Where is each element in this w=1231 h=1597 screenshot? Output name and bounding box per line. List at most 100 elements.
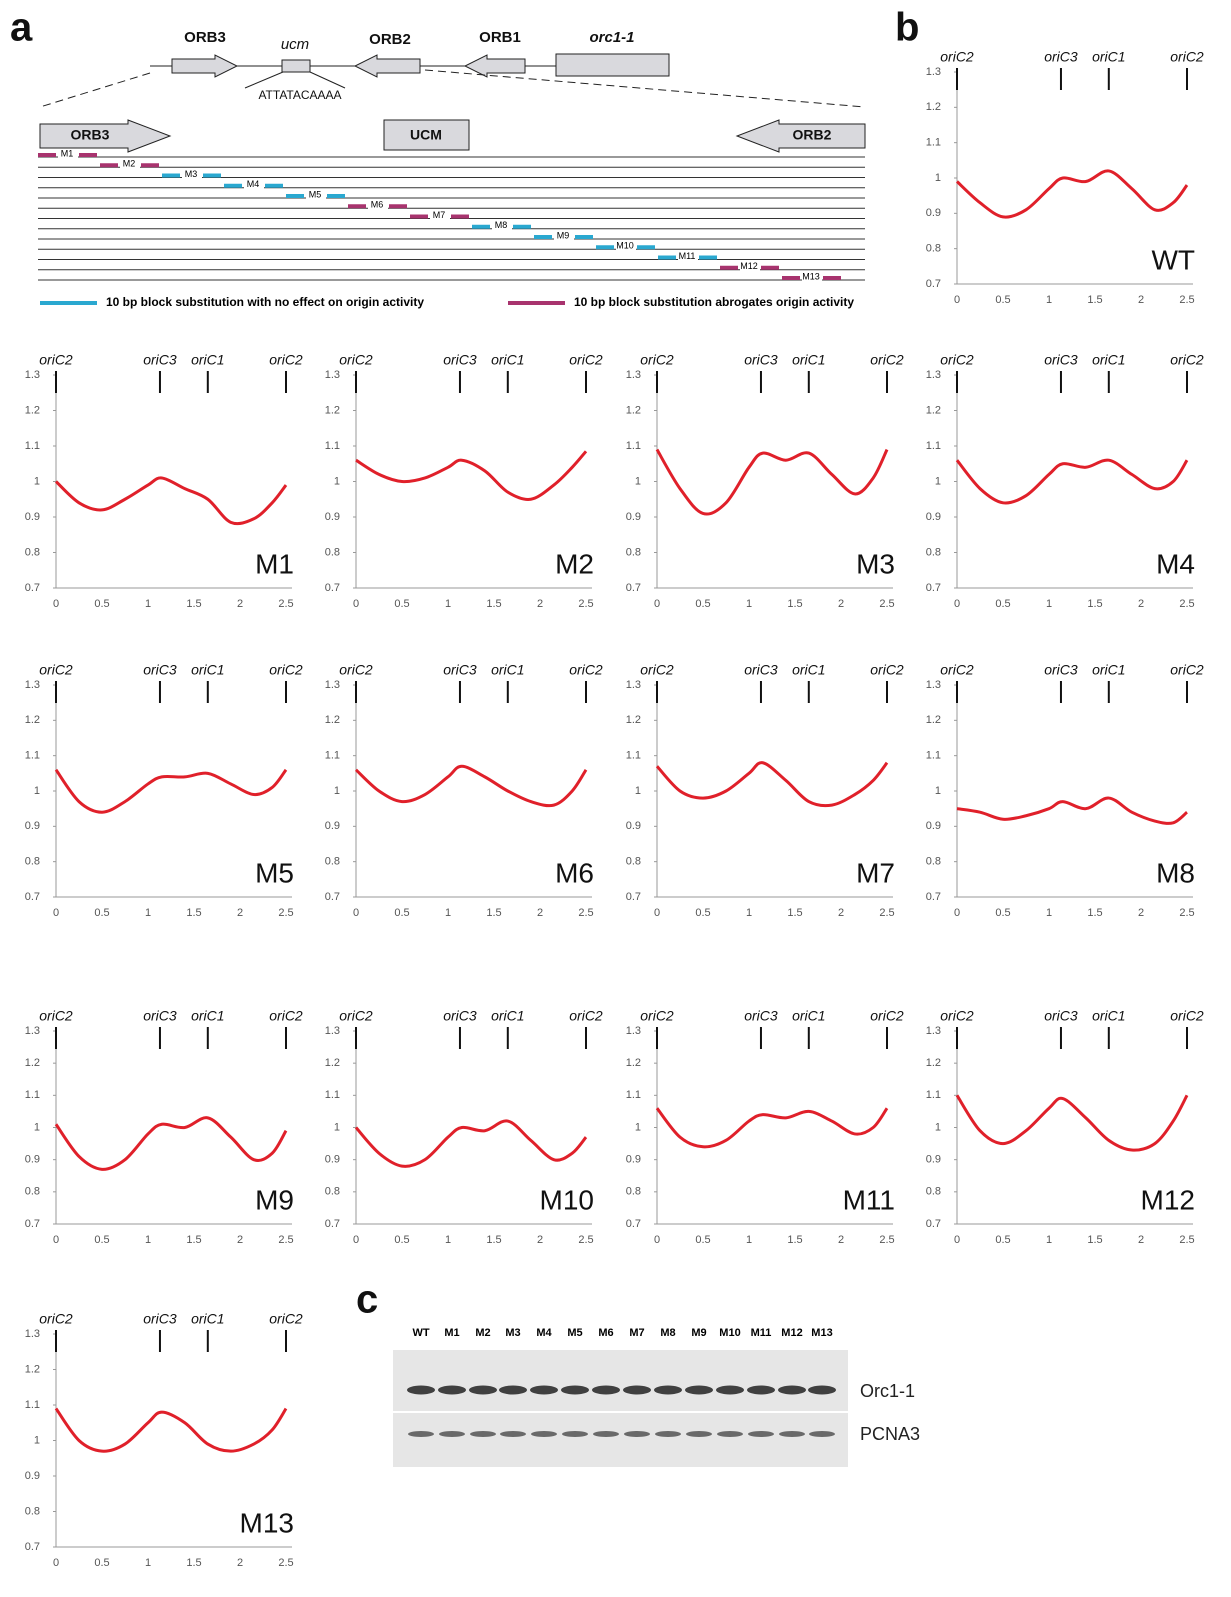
origin-label: oriC2 xyxy=(39,1008,73,1024)
lane-label: M9 xyxy=(691,1327,706,1339)
origin-label: oriC1 xyxy=(191,1311,224,1327)
y-tick-label: 1.3 xyxy=(325,1025,340,1037)
block xyxy=(823,276,841,280)
x-tick-label: 2 xyxy=(237,1234,243,1246)
block-label: M6 xyxy=(371,200,384,210)
x-tick-label: 2 xyxy=(237,907,243,919)
x-tick-label: 1 xyxy=(746,907,752,919)
y-tick-label: 0.9 xyxy=(626,511,641,523)
band xyxy=(717,1431,743,1437)
trend-line xyxy=(56,1118,286,1170)
origin-label: oriC2 xyxy=(1170,352,1204,368)
origin-label: oriC2 xyxy=(640,662,674,678)
band xyxy=(624,1431,650,1437)
y-tick-label: 0.8 xyxy=(626,1186,641,1198)
chart-title: M3 xyxy=(856,548,895,579)
block-label: M11 xyxy=(679,251,696,261)
y-tick-label: 1.1 xyxy=(25,1089,40,1101)
band xyxy=(438,1386,466,1395)
motif: ATTATACAAAA xyxy=(258,88,341,102)
block xyxy=(38,153,56,157)
y-tick-label: 1 xyxy=(635,785,641,797)
connector xyxy=(310,72,345,88)
y-tick-label: 1.3 xyxy=(626,1025,641,1037)
y-tick-label: 1.1 xyxy=(25,440,40,452)
y-tick-label: 0.9 xyxy=(926,820,941,832)
origin-label: oriC2 xyxy=(339,352,373,368)
x-tick-label: 0.5 xyxy=(94,1557,109,1569)
block-label: M12 xyxy=(740,261,758,271)
block-label: M10 xyxy=(616,241,634,251)
block xyxy=(162,174,180,178)
panel-label: b xyxy=(895,6,919,50)
legend-label: 10 bp block substitution abrogates origi… xyxy=(574,295,854,309)
x-tick-label: 1 xyxy=(145,598,151,610)
chart-title: M8 xyxy=(1156,857,1195,888)
block xyxy=(265,184,283,188)
y-tick-label: 1.1 xyxy=(926,440,941,452)
block xyxy=(513,225,531,229)
y-tick-label: 0.9 xyxy=(325,820,340,832)
y-tick-label: 0.8 xyxy=(25,546,40,558)
x-tick-label: 2.5 xyxy=(278,907,293,919)
y-tick-label: 1.1 xyxy=(325,1089,340,1101)
origin-label: oriC3 xyxy=(744,1008,778,1024)
y-tick-label: 0.8 xyxy=(926,546,941,558)
x-tick-label: 1 xyxy=(145,1557,151,1569)
band xyxy=(531,1431,557,1437)
trend-line xyxy=(957,798,1187,823)
y-tick-label: 1.1 xyxy=(325,440,340,452)
x-tick-label: 2.5 xyxy=(1179,907,1194,919)
y-tick-label: 1.1 xyxy=(626,750,641,762)
band xyxy=(623,1386,651,1395)
y-tick-label: 1.3 xyxy=(325,679,340,691)
y-tick-label: 1.2 xyxy=(325,714,340,726)
x-tick-label: 0 xyxy=(954,598,960,610)
origin-label: oriC2 xyxy=(1170,662,1204,678)
origin-label: oriC2 xyxy=(940,49,974,65)
block xyxy=(782,276,800,280)
x-tick-label: 2 xyxy=(537,1234,543,1246)
band xyxy=(779,1431,805,1437)
x-tick-label: 1 xyxy=(746,1234,752,1246)
y-tick-label: 1.1 xyxy=(325,750,340,762)
block-label: M2 xyxy=(123,159,136,169)
legend-swatch xyxy=(40,301,97,305)
y-tick-label: 0.8 xyxy=(325,856,340,868)
trend-line xyxy=(957,460,1187,503)
y-tick-label: 1.1 xyxy=(926,750,941,762)
y-tick-label: 1.3 xyxy=(626,369,641,381)
origin-label: oriC2 xyxy=(339,1008,373,1024)
y-tick-label: 0.8 xyxy=(325,1186,340,1198)
y-tick-label: 1.1 xyxy=(25,750,40,762)
y-tick-label: 1 xyxy=(635,475,641,487)
x-tick-label: 0.5 xyxy=(995,1234,1010,1246)
y-tick-label: 0.9 xyxy=(25,820,40,832)
panel-label: a xyxy=(10,6,33,50)
x-tick-label: 0 xyxy=(654,598,660,610)
y-tick-label: 1.3 xyxy=(325,369,340,381)
y-tick-label: 1.2 xyxy=(926,1057,941,1069)
gene-label: ORB2 xyxy=(369,31,411,48)
trend-line xyxy=(356,766,586,805)
origin-label: oriC2 xyxy=(940,352,974,368)
y-tick-label: 1.2 xyxy=(325,1057,340,1069)
lane-label: M11 xyxy=(751,1327,772,1339)
block xyxy=(79,153,97,157)
band xyxy=(778,1386,806,1395)
gene-box xyxy=(282,60,310,72)
origin-label: oriC1 xyxy=(1092,1008,1125,1024)
x-tick-label: 0 xyxy=(353,907,359,919)
band xyxy=(561,1386,589,1395)
y-tick-label: 0.7 xyxy=(325,891,340,903)
chart-title: WT xyxy=(1151,244,1195,275)
block xyxy=(224,184,242,188)
block xyxy=(699,256,717,260)
panel-label: c xyxy=(356,1278,378,1322)
origin-label: oriC1 xyxy=(1092,352,1125,368)
y-tick-label: 0.8 xyxy=(626,856,641,868)
block xyxy=(203,174,221,178)
lane-label: WT xyxy=(412,1327,429,1339)
origin-label: oriC2 xyxy=(269,1008,303,1024)
band xyxy=(469,1386,497,1395)
